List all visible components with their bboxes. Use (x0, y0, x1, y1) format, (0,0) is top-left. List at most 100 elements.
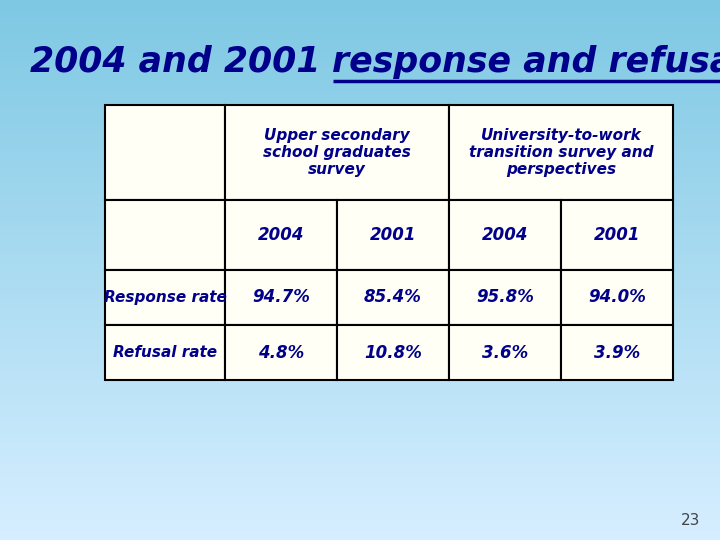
Bar (0, 496, 720, 500)
Bar (0, 534, 720, 537)
Bar (0, 12, 720, 16)
Bar (0, 212, 720, 216)
Bar (0, 226, 720, 230)
Bar (0, 404, 720, 408)
Bar (0, 204, 720, 208)
Bar (0, 188, 720, 192)
Bar (0, 91, 720, 94)
Bar (0, 399, 720, 402)
Bar (337, 200, 449, 270)
Bar (449, 325, 561, 380)
Bar (0, 423, 720, 427)
Text: 4.8%: 4.8% (258, 343, 304, 361)
Bar (0, 299, 720, 302)
Bar (0, 291, 720, 294)
Bar (0, 274, 720, 278)
Bar (0, 363, 720, 367)
Bar (0, 85, 720, 89)
Bar (0, 269, 720, 273)
Bar (0, 442, 720, 446)
Bar (0, 93, 720, 97)
Bar (0, 453, 720, 456)
Bar (0, 120, 720, 124)
Bar (0, 239, 720, 243)
Bar (0, 350, 720, 354)
Bar (0, 377, 720, 381)
Bar (0, 380, 720, 383)
Bar (0, 523, 720, 526)
Bar (0, 172, 720, 176)
Bar (449, 105, 673, 200)
Bar (0, 320, 720, 324)
Bar (0, 131, 720, 135)
Bar (0, 466, 720, 470)
Text: 3.6%: 3.6% (482, 343, 528, 361)
Bar (0, 199, 720, 202)
Bar (0, 331, 720, 335)
Bar (0, 355, 720, 359)
Bar (0, 412, 720, 416)
Bar (0, 372, 720, 375)
Bar (0, 31, 720, 35)
Bar (0, 353, 720, 356)
Text: 23: 23 (680, 513, 700, 528)
Bar (0, 328, 720, 332)
Bar (337, 270, 449, 325)
Bar (0, 245, 720, 248)
Bar (0, 137, 720, 140)
Bar (0, 255, 720, 259)
Bar (0, 56, 720, 59)
Bar (0, 444, 720, 448)
Bar (0, 180, 720, 184)
Bar (0, 83, 720, 86)
Bar (337, 325, 449, 380)
Bar (0, 312, 720, 316)
Bar (0, 493, 720, 497)
Bar (0, 223, 720, 227)
Bar (0, 34, 720, 38)
Bar (0, 417, 720, 421)
Bar (0, 112, 720, 116)
Bar (0, 388, 720, 392)
Bar (0, 21, 720, 24)
Bar (0, 471, 720, 475)
Bar (0, 347, 720, 351)
Text: 94.0%: 94.0% (588, 288, 646, 307)
Bar (0, 345, 720, 348)
Text: 2001: 2001 (370, 226, 416, 244)
Bar (0, 280, 720, 284)
Bar (449, 270, 561, 325)
Bar (0, 166, 720, 170)
Bar (0, 401, 720, 405)
Bar (0, 207, 720, 211)
Bar (0, 277, 720, 281)
Bar (0, 507, 720, 510)
Text: 85.4%: 85.4% (364, 288, 422, 307)
Bar (0, 147, 720, 151)
Bar (0, 185, 720, 189)
Bar (0, 104, 720, 108)
Bar (0, 218, 720, 221)
Bar (0, 228, 720, 232)
Bar (0, 164, 720, 167)
Bar (0, 477, 720, 481)
Bar (0, 64, 720, 68)
Bar (0, 72, 720, 76)
Bar (0, 488, 720, 491)
Bar (0, 4, 720, 8)
Bar (0, 455, 720, 459)
Bar (0, 528, 720, 532)
Bar (0, 431, 720, 435)
Bar (0, 517, 720, 521)
Text: response and refusal rates: response and refusal rates (333, 45, 720, 79)
Text: Refusal rate: Refusal rate (113, 345, 217, 360)
Bar (0, 196, 720, 200)
Bar (0, 139, 720, 143)
Bar (0, 247, 720, 251)
Bar (0, 161, 720, 165)
Bar (0, 474, 720, 478)
Bar (0, 215, 720, 219)
Bar (0, 150, 720, 154)
Bar (0, 296, 720, 300)
Bar (0, 285, 720, 289)
